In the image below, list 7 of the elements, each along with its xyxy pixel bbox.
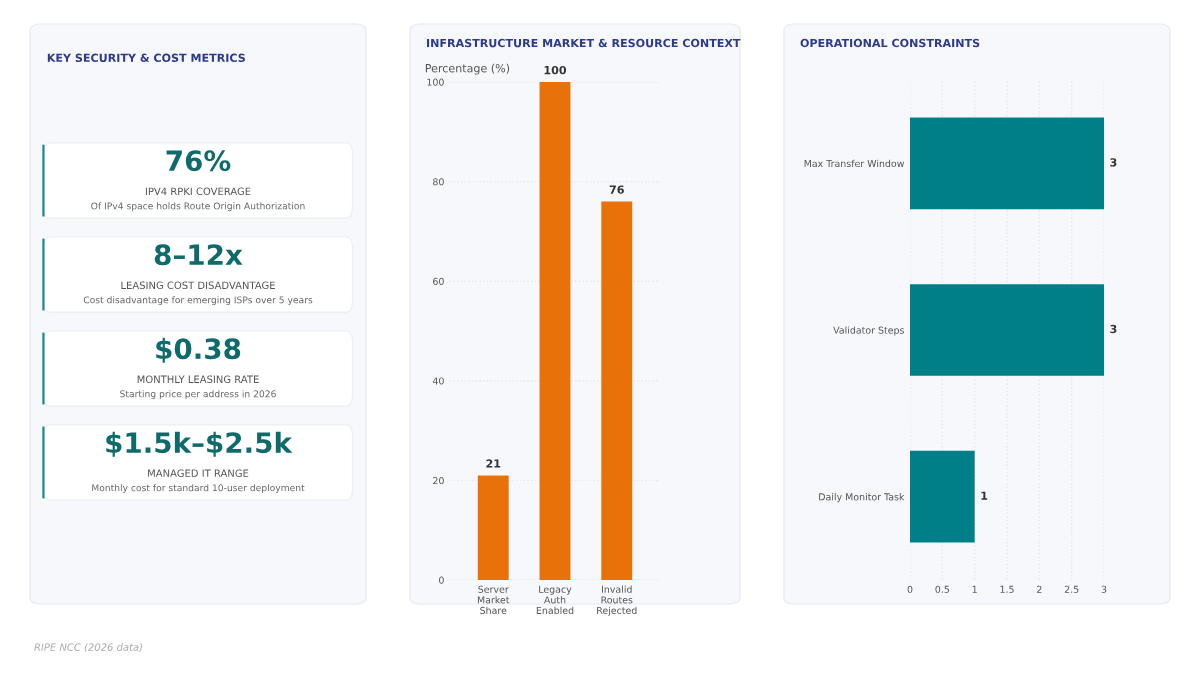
text: 8–12x — [154, 244, 243, 266]
text: $0.38 — [156, 337, 241, 363]
bar — [539, 82, 571, 580]
text: 76% — [166, 150, 231, 172]
bar — [477, 475, 509, 580]
text: $1.5k–$2.5k — [106, 431, 293, 457]
bar — [601, 201, 633, 580]
